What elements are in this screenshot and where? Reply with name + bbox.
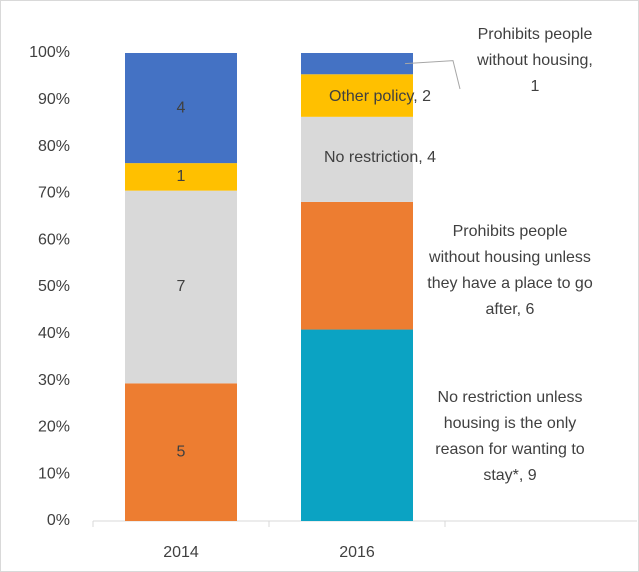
data-label: Prohibits people xyxy=(478,26,593,43)
x-tick-label: 2016 xyxy=(339,544,375,561)
data-label: Prohibits people xyxy=(453,223,568,240)
bar-segment xyxy=(125,190,237,384)
data-label: 1 xyxy=(531,78,540,95)
y-tick-label: 0% xyxy=(47,512,70,529)
data-label: stay*, 9 xyxy=(483,467,536,484)
y-tick-label: 100% xyxy=(29,44,70,61)
y-tick-label: 50% xyxy=(38,278,70,295)
y-tick-label: 10% xyxy=(38,465,70,482)
data-label: Other policy, 2 xyxy=(329,88,431,105)
data-label: 1 xyxy=(177,168,186,185)
data-label: housing is the only xyxy=(444,415,577,432)
bar-segment xyxy=(125,53,237,164)
y-tick-label: 60% xyxy=(38,231,70,248)
data-label: after, 6 xyxy=(486,301,535,318)
bar-segment xyxy=(301,201,413,330)
data-label: they have a place to go xyxy=(427,275,593,292)
data-label: without housing, xyxy=(476,52,593,69)
leader-line xyxy=(404,60,461,90)
bar-segment xyxy=(125,383,237,521)
data-label: No restriction, 4 xyxy=(324,149,436,166)
y-tick-label: 20% xyxy=(38,419,70,436)
data-label: 5 xyxy=(177,443,186,460)
y-tick-label: 90% xyxy=(38,91,70,108)
bar-segment xyxy=(301,329,413,521)
bar-segment xyxy=(301,116,413,202)
bar-segment xyxy=(125,163,237,191)
x-tick-label: 2014 xyxy=(163,544,199,561)
data-label: 4 xyxy=(177,99,186,116)
bar-segment xyxy=(301,74,413,117)
y-tick-label: 40% xyxy=(38,325,70,342)
data-label: No restriction unless xyxy=(438,389,583,406)
bar-segment xyxy=(301,53,413,75)
data-label: without housing unless xyxy=(428,249,591,266)
data-label: reason for wanting to xyxy=(435,441,585,458)
y-tick-label: 30% xyxy=(38,372,70,389)
y-tick-label: 80% xyxy=(38,138,70,155)
y-tick-label: 70% xyxy=(38,185,70,202)
data-label: 7 xyxy=(177,278,186,295)
